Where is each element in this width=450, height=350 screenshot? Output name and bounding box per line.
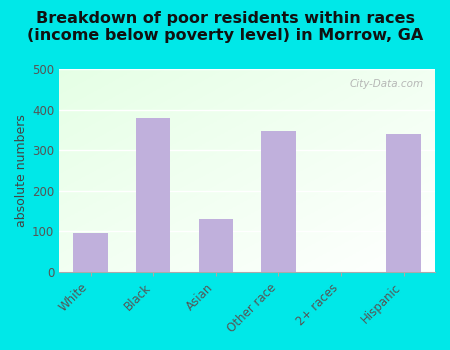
Bar [198,219,233,272]
Text: City-Data.com: City-Data.com [350,79,424,89]
Bar [387,134,421,272]
Text: Breakdown of poor residents within races
(income below poverty level) in Morrow,: Breakdown of poor residents within races… [27,10,423,43]
Y-axis label: absolute numbers: absolute numbers [15,114,28,227]
Bar [261,131,296,272]
Bar [136,118,171,272]
Bar [73,233,108,272]
